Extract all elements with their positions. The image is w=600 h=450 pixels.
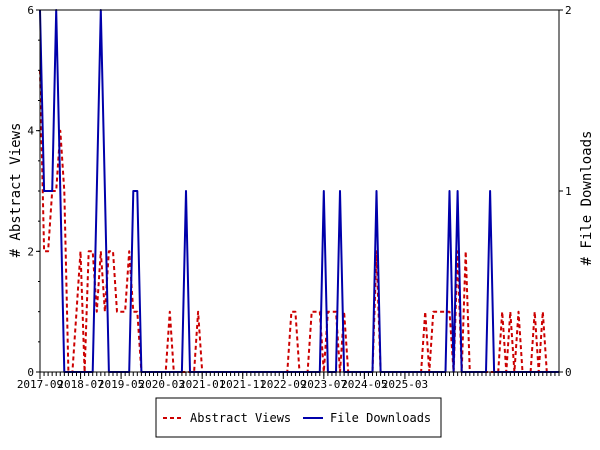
legend-label-abstract-views: Abstract Views [190, 411, 291, 425]
y-right-tick-label: 2 [565, 4, 572, 17]
y-axis-title-left: # Abstract Views [8, 123, 24, 258]
y-left-tick-label: 4 [27, 125, 34, 138]
y-left-tick-label: 2 [27, 245, 34, 258]
plot-frame [39, 9, 560, 373]
x-tick-label: 2017-09 [17, 378, 63, 391]
legend-box [155, 397, 442, 438]
x-tick-label: 2022-09 [260, 378, 306, 391]
x-tick-label: 2023-07 [301, 378, 347, 391]
legend-label-file-downloads: File Downloads [330, 411, 431, 425]
y-right-tick-label: 0 [565, 366, 572, 379]
x-tick-label: 2021-11 [220, 378, 266, 391]
series-line-file-downloads [39, 9, 559, 373]
y-left-tick-label: 0 [27, 366, 34, 379]
x-tick-label: 2024-05 [341, 378, 387, 391]
x-tick-label: 2021-01 [179, 378, 225, 391]
axes: 2017-092018-072019-052020-032021-012021-… [17, 4, 572, 391]
y-axis-title-right: # File Downloads [579, 131, 595, 266]
x-tick-label: 2018-07 [57, 378, 103, 391]
plot-area [39, 9, 559, 373]
x-tick-label: 2020-03 [138, 378, 184, 391]
series-line-abstract-views [39, 70, 559, 373]
x-tick-label: 2025-03 [382, 378, 428, 391]
legend: Abstract Views File Downloads [155, 397, 442, 438]
y-left-tick-label: 6 [27, 4, 34, 17]
x-tick-label: 2019-05 [98, 378, 144, 391]
y-right-tick-label: 1 [565, 185, 572, 198]
